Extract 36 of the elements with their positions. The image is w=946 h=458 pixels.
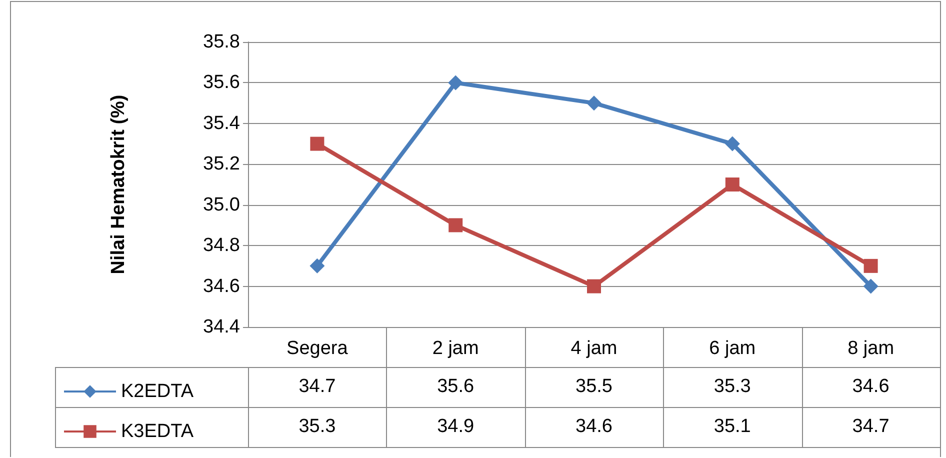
x-tick-label: 2 jam (432, 338, 479, 359)
legend-label: K2EDTA (121, 381, 194, 402)
y-tick-label: 35.4 (203, 112, 240, 134)
point (310, 136, 324, 151)
y-tick-label: 35.0 (203, 194, 240, 216)
point (863, 278, 878, 294)
y-tick-label: 35.8 (203, 32, 240, 52)
y-tick-label: 34.8 (203, 235, 240, 256)
data-label: 34.6 (851, 375, 890, 399)
point (586, 96, 602, 111)
y-tick-label: 35.6 (203, 72, 240, 94)
point (724, 136, 740, 152)
point (310, 258, 325, 274)
data-label: 34.6 (574, 415, 614, 439)
y-tick-label: 34.6 (203, 276, 240, 297)
y-axis-title: Nilai Hematokrit (%) (108, 94, 129, 274)
data-label: 34.7 (851, 415, 890, 439)
x-tick-label: 8 jam (848, 338, 894, 359)
point (448, 75, 464, 90)
y-tick-label: 35.2 (203, 154, 240, 175)
y-tick-label: 34.4 (203, 316, 240, 338)
data-label: 34.9 (436, 415, 476, 439)
data-label: 35.3 (298, 415, 337, 439)
data-label: 34.7 (298, 375, 337, 399)
point (725, 178, 740, 192)
legend-label: K3EDTA (121, 421, 194, 442)
point (864, 258, 878, 273)
data-label: 35.3 (712, 375, 752, 399)
x-tick-label: 4 jam (570, 338, 618, 359)
x-tick-label: 6 jam (709, 338, 756, 359)
point (587, 279, 601, 294)
point (448, 218, 463, 232)
x-tick-label: Segera (286, 338, 348, 359)
data-label: 35.5 (574, 375, 614, 399)
data-label: 35.1 (712, 415, 752, 439)
data-label: 35.6 (436, 375, 476, 399)
